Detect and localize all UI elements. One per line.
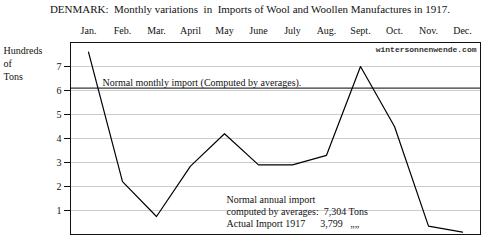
svg-text:July: July [284, 25, 301, 36]
svg-text:7: 7 [57, 61, 62, 72]
svg-text:3: 3 [57, 157, 62, 168]
svg-text:Dec.: Dec. [453, 25, 472, 36]
svg-text:6: 6 [57, 85, 62, 96]
svg-text:Sept.: Sept. [350, 25, 370, 36]
svg-text:April: April [180, 25, 201, 36]
svg-text:2: 2 [57, 181, 62, 192]
svg-text:June: June [249, 25, 268, 36]
svg-text:Normal monthly import (Compute: Normal monthly import (Computed by avera… [103, 77, 302, 89]
svg-text:Aug.: Aug. [317, 25, 337, 36]
svg-text:Mar.: Mar. [147, 25, 166, 36]
svg-text:5: 5 [57, 109, 62, 120]
svg-text:HundredsofTons: HundredsofTons [4, 45, 43, 82]
html-text:DENMARK: Monthly variations in: DENMARK: Monthly variations in Imports o… [49, 3, 451, 15]
svg-text:Oct.: Oct. [386, 25, 403, 36]
svg-text:Normal annual importcomputed b: Normal annual importcomputed by averages… [227, 194, 368, 229]
svg-text:May: May [215, 25, 233, 36]
svg-text:Nov.: Nov. [419, 25, 438, 36]
svg-text:Jan.: Jan. [81, 25, 97, 36]
svg-text:4: 4 [57, 133, 62, 144]
svg-text:Feb.: Feb. [114, 25, 132, 36]
svg-text:wintersonnenwende.com: wintersonnenwende.com [376, 45, 477, 54]
svg-text:1: 1 [57, 205, 62, 216]
